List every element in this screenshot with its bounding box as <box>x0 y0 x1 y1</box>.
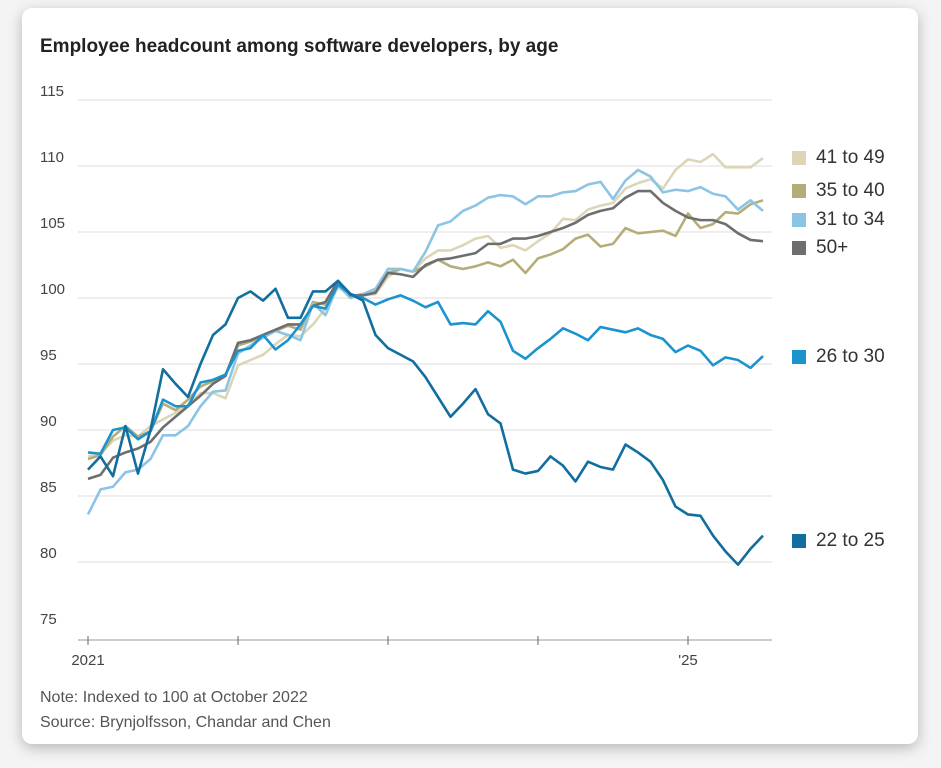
y-tick-label: 95 <box>40 347 57 364</box>
legend-label: 41 to 49 <box>816 147 885 168</box>
line <box>87 279 764 566</box>
legend-swatch <box>792 213 806 227</box>
y-tick-label: 105 <box>40 215 65 232</box>
line <box>87 199 764 461</box>
line <box>87 152 764 458</box>
legend-swatch <box>792 151 806 165</box>
y-tick-label: 75 <box>40 611 57 628</box>
legend-label: 31 to 34 <box>816 209 885 230</box>
legend-label: 26 to 30 <box>816 346 885 367</box>
line <box>87 283 764 456</box>
y-tick-label: 90 <box>40 413 57 430</box>
x-tick-label: '25 <box>678 652 698 669</box>
legend-swatch <box>792 534 806 548</box>
legend-label: 35 to 40 <box>816 180 885 201</box>
legend-swatch <box>792 241 806 255</box>
note: Note: Indexed to 100 at October 2022 <box>40 689 308 706</box>
x-tick-label: 2021 <box>71 652 104 669</box>
y-tick-label: 85 <box>40 479 57 496</box>
source: Source: Brynjolfsson, Chandar and Chen <box>40 714 331 731</box>
legend-swatch <box>792 184 806 198</box>
legend-label: 22 to 25 <box>816 530 885 551</box>
card <box>22 8 918 744</box>
chart-title: Employee headcount among software develo… <box>40 36 558 57</box>
line <box>87 189 764 481</box>
legend-swatch <box>792 350 806 364</box>
y-tick-label: 110 <box>40 149 64 166</box>
legend-label: 50+ <box>816 237 848 258</box>
y-tick-label: 115 <box>40 83 64 100</box>
y-tick-label: 100 <box>40 281 65 298</box>
y-tick-label: 80 <box>40 545 57 562</box>
line <box>86 168 764 516</box>
